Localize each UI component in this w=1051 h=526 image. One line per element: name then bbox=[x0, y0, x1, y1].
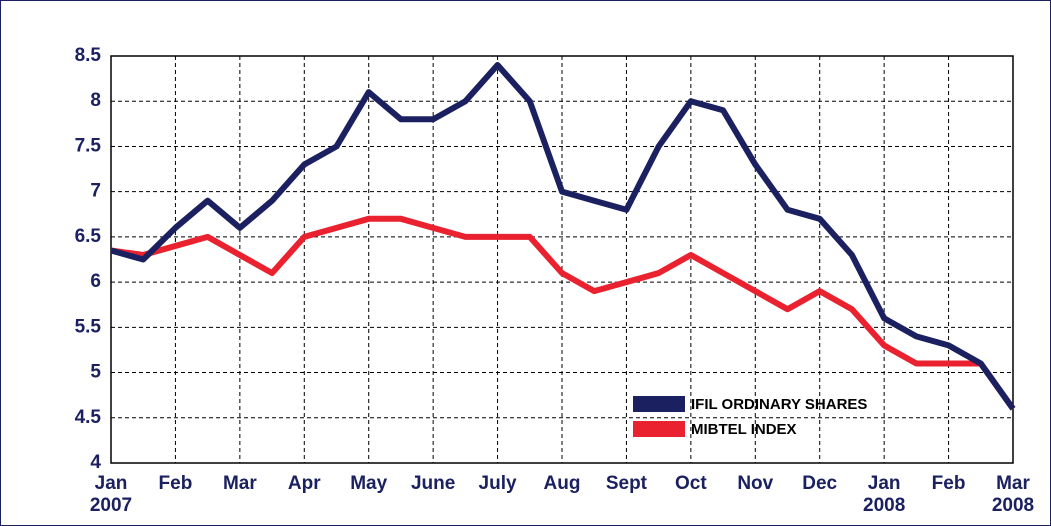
x-tick-label: Mar bbox=[222, 473, 257, 494]
y-tick-label: 6.5 bbox=[75, 226, 102, 247]
x-tick-label: Dec bbox=[802, 473, 838, 494]
y-tick-label: 4 bbox=[90, 452, 101, 473]
x-tick-label: Nov bbox=[737, 473, 774, 494]
x-tick-label: Apr bbox=[287, 473, 321, 494]
x-tick-label: Sept bbox=[605, 473, 648, 494]
data-line bbox=[110, 215, 1016, 411]
x-tick-label: Feb bbox=[158, 473, 193, 494]
plot-frame bbox=[110, 55, 1014, 464]
legend-swatch bbox=[633, 421, 685, 437]
y-tick-label: 8 bbox=[90, 90, 101, 111]
legend-label: MIBTEL INDEX bbox=[691, 421, 797, 438]
y-tick-label: 4.5 bbox=[75, 407, 102, 428]
x-tick-label: June bbox=[410, 473, 456, 494]
y-tick-label: 6 bbox=[90, 271, 101, 292]
data-line bbox=[110, 62, 1016, 411]
x-tick-label: Mar 2008 bbox=[991, 473, 1035, 516]
x-tick-label: Feb bbox=[931, 473, 966, 494]
legend-swatch bbox=[633, 396, 685, 412]
y-tick-label: 7 bbox=[90, 181, 101, 202]
y-tick-label: 5 bbox=[90, 362, 101, 383]
x-tick-label: May bbox=[350, 473, 388, 494]
y-tick-label: 8.5 bbox=[75, 45, 102, 66]
x-tick-label: Aug bbox=[543, 473, 581, 494]
x-tick-label: Oct bbox=[675, 473, 707, 494]
x-tick-label: Jan 2007 bbox=[89, 473, 133, 516]
y-tick-label: 5.5 bbox=[75, 316, 102, 337]
y-tick-label: 7.5 bbox=[75, 135, 102, 156]
x-tick-label: July bbox=[478, 473, 517, 494]
x-tick-label: Jan 2008 bbox=[863, 473, 906, 516]
legend-label: IFIL ORDINARY SHARES bbox=[691, 396, 867, 413]
